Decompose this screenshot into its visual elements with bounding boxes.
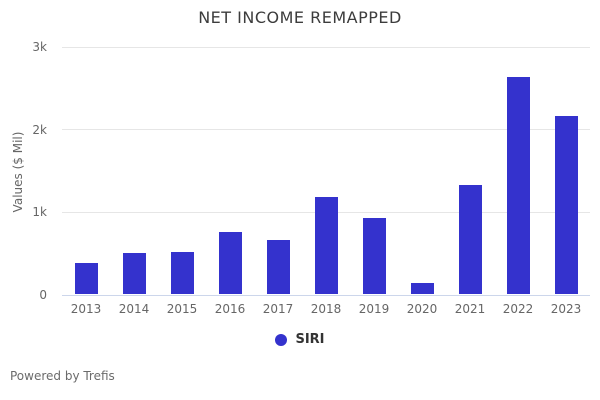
y-tick-label-1k: 1k <box>32 205 47 220</box>
plot-area <box>62 46 590 296</box>
bar-2018[interactable] <box>315 197 338 294</box>
powered-by-trefis-text: Powered by Trefis <box>10 369 115 383</box>
x-tick-label-2016: 2016 <box>214 302 246 316</box>
x-tick-label-2023: 2023 <box>550 302 582 316</box>
y-axis-title: Values ($ Mil) <box>11 131 25 213</box>
x-tick-label-2021: 2021 <box>454 302 486 316</box>
bar-2020[interactable] <box>411 283 434 294</box>
bar-2023[interactable] <box>555 116 578 294</box>
x-tick-label-2019: 2019 <box>358 302 390 316</box>
bar-2015[interactable] <box>171 252 194 294</box>
bar-2019[interactable] <box>363 218 386 294</box>
x-tick-label-2015: 2015 <box>166 302 198 316</box>
bar-2013[interactable] <box>75 263 98 294</box>
bar-2014[interactable] <box>123 253 146 294</box>
legend-item-siri[interactable]: SIRI <box>275 332 325 347</box>
bar-2017[interactable] <box>267 240 290 294</box>
bar-2021[interactable] <box>459 185 482 294</box>
chart-title: NET INCOME REMAPPED <box>198 8 402 27</box>
x-tick-label-2013: 2013 <box>70 302 102 316</box>
gridline-3k <box>62 46 590 48</box>
gridline-0 <box>62 294 590 296</box>
y-tick-label-0: 0 <box>39 288 47 302</box>
bar-2022[interactable] <box>507 77 530 294</box>
y-tick-label-2k: 2k <box>32 122 47 137</box>
bar-2016[interactable] <box>219 232 242 294</box>
legend-series-label: SIRI <box>295 332 325 347</box>
x-tick-label-2022: 2022 <box>502 302 534 316</box>
legend-series-dot-icon <box>275 333 288 346</box>
y-tick-label-3k: 3k <box>32 40 47 54</box>
x-tick-label-2020: 2020 <box>406 302 438 316</box>
legend: SIRI <box>0 332 600 347</box>
x-tick-label-2017: 2017 <box>262 302 294 316</box>
x-tick-label-2014: 2014 <box>118 302 150 316</box>
x-tick-label-2018: 2018 <box>310 302 342 316</box>
gridline-2k <box>62 129 590 131</box>
